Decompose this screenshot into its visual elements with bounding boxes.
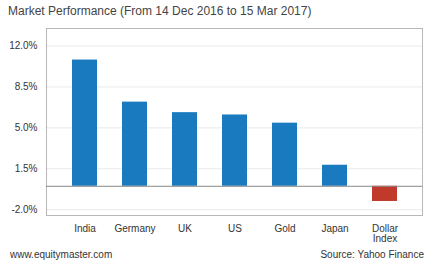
html-text:Market Performance (From 14 De: Market Performance (From 14 Dec 2016 to … (8, 4, 312, 18)
html-text:www.equitymaster.com: www.equitymaster.com (10, 249, 113, 260)
svg-text:5.0%: 5.0% (15, 122, 38, 133)
svg-text:US: US (228, 223, 242, 234)
svg-text:Germany: Germany (114, 223, 155, 234)
svg-text:Gold: Gold (274, 223, 295, 234)
html-text:Source: Yahoo Finance: Source: Yahoo Finance (320, 249, 424, 260)
svg-text:UK: UK (178, 223, 192, 234)
svg-text:DollarIndex: DollarIndex (372, 223, 399, 244)
svg-text:India: India (74, 223, 96, 234)
svg-text:8.5%: 8.5% (15, 81, 38, 92)
svg-text:12.0%: 12.0% (9, 40, 37, 51)
svg-text:1.5%: 1.5% (15, 163, 38, 174)
svg-text:-2.0%: -2.0% (11, 204, 37, 215)
svg-text:Japan: Japan (321, 223, 348, 234)
